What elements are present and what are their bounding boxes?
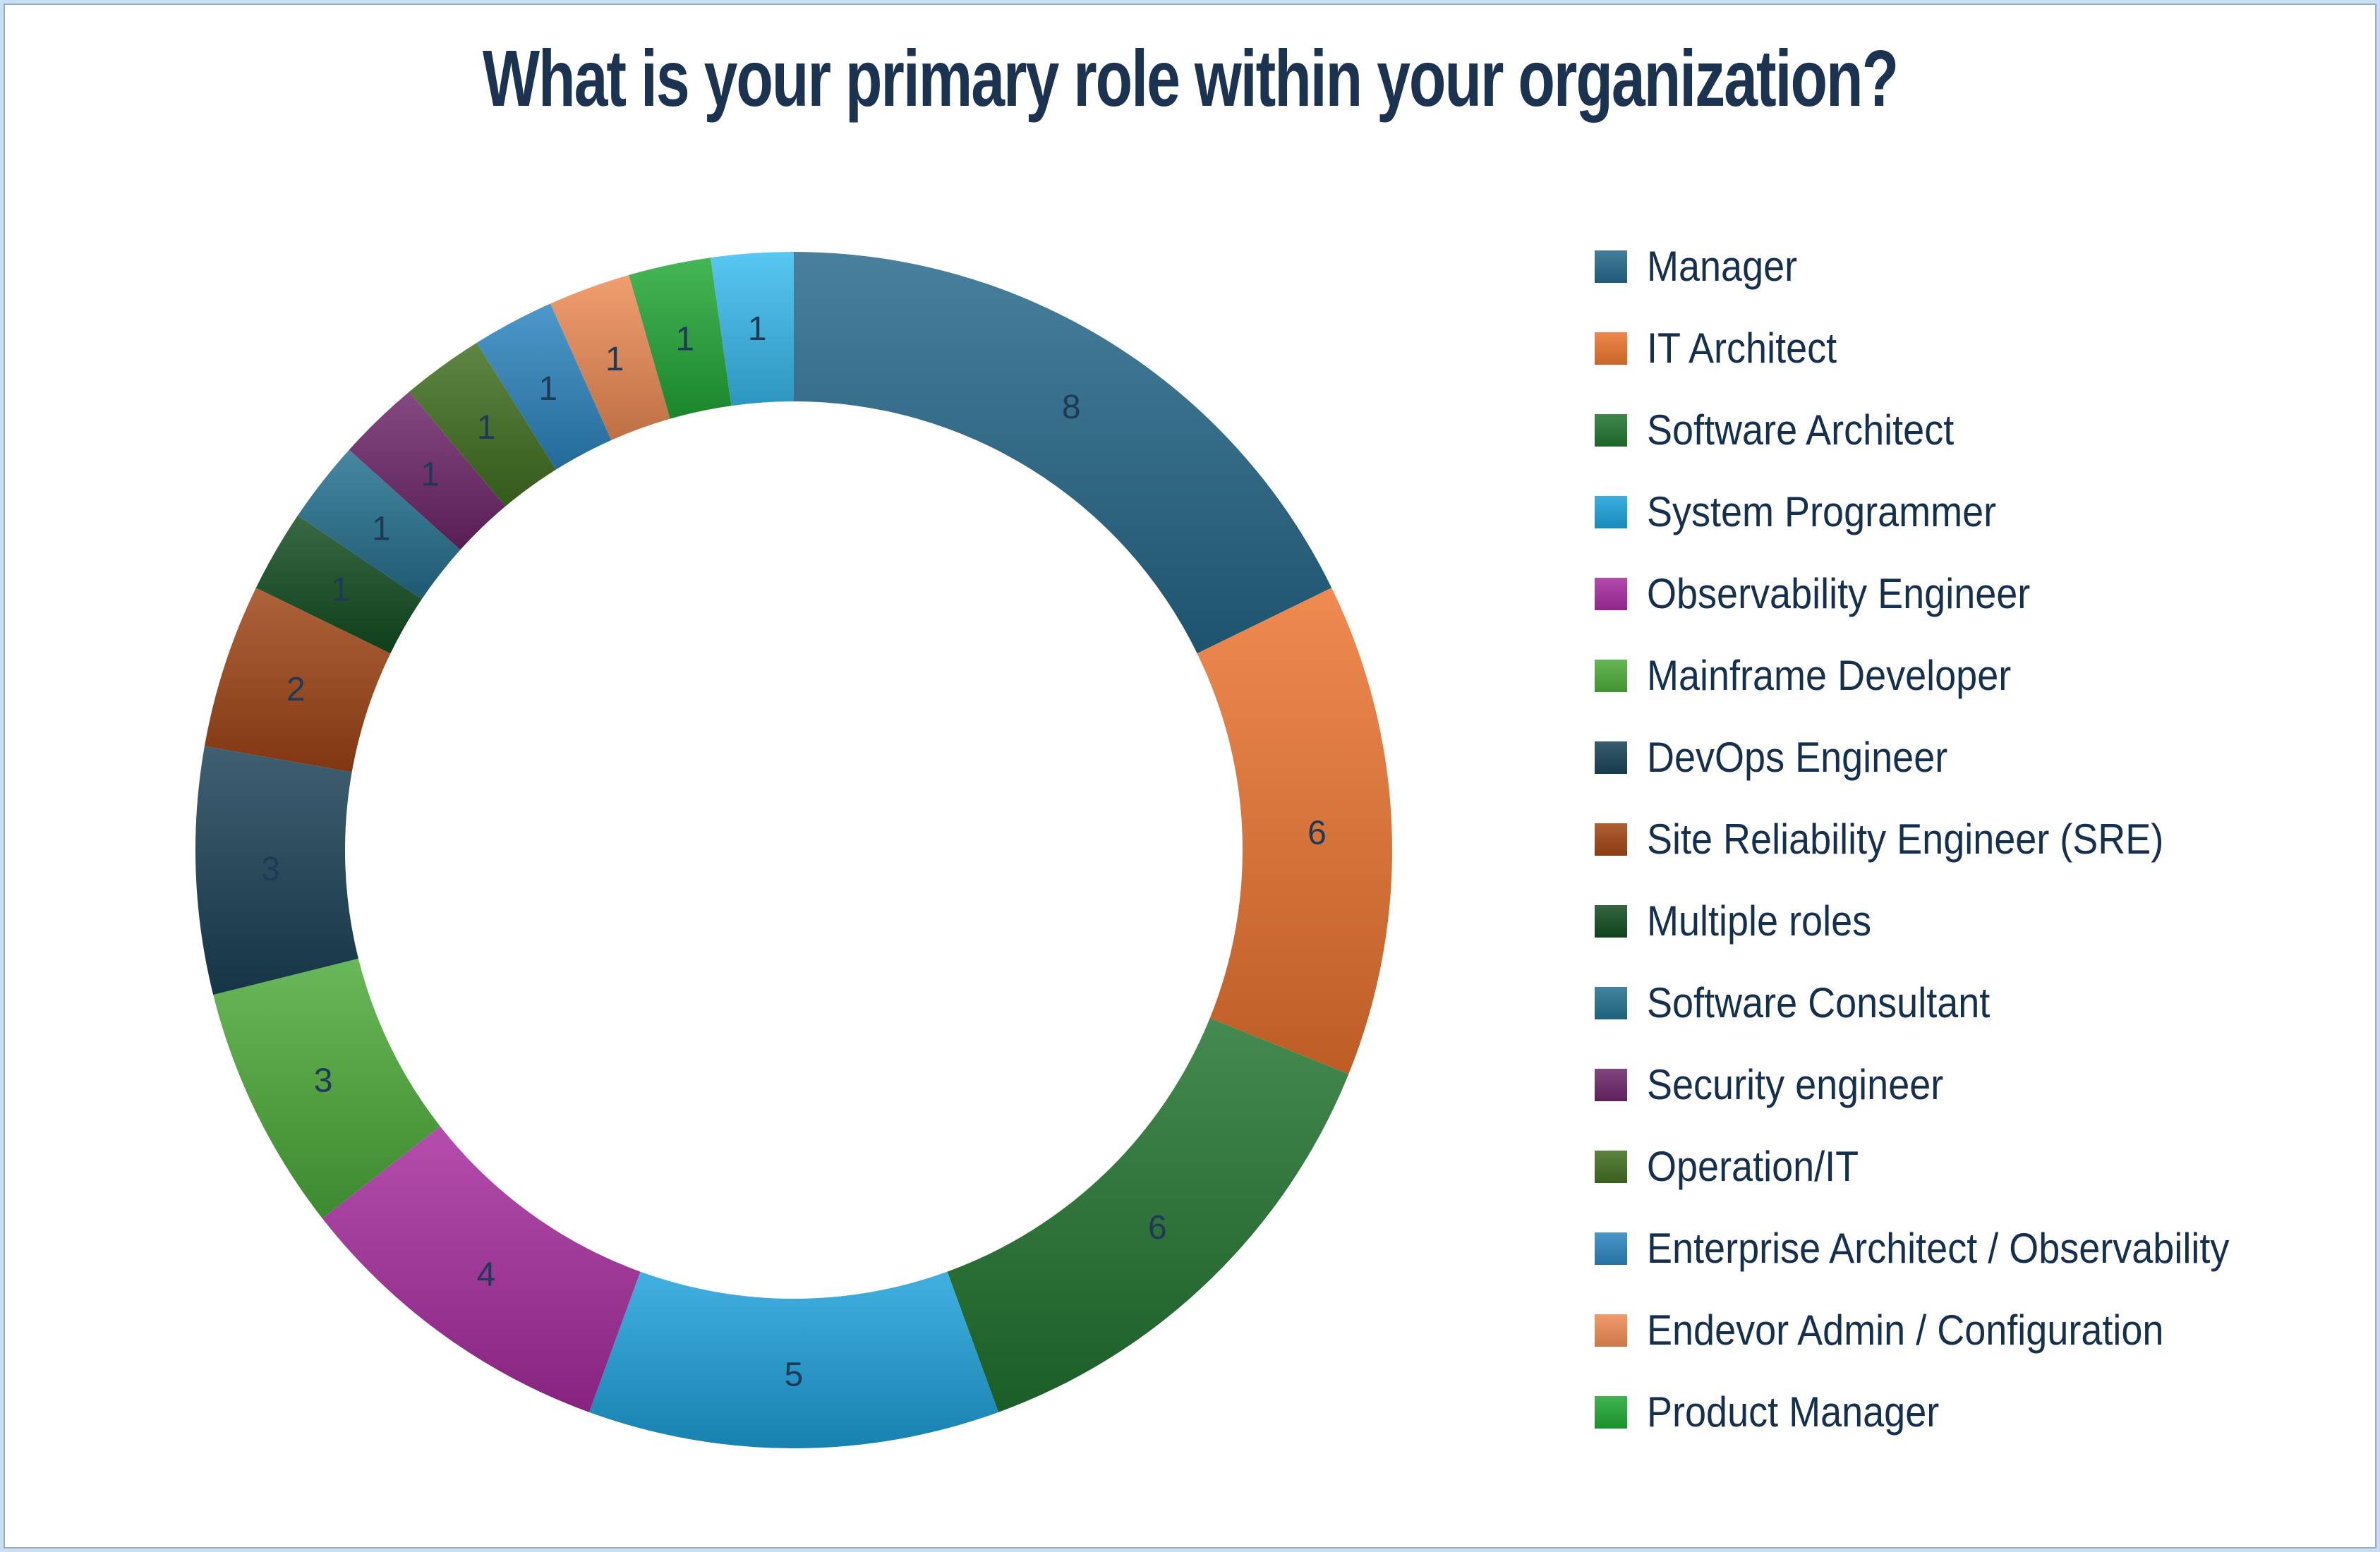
legend-item-product-manager: Product Manager bbox=[1595, 1371, 2229, 1453]
legend-label: Operation/IT bbox=[1647, 1143, 1859, 1191]
pie-slice-software-architect bbox=[947, 1018, 1349, 1412]
pie-slice-observability-engineer bbox=[322, 1126, 641, 1412]
slice-value-label: 1 bbox=[748, 310, 767, 348]
pie-slice-enterprise-architect-observability bbox=[476, 303, 612, 470]
legend-item-software-architect: Software Architect bbox=[1595, 389, 2229, 471]
legend-label: Site Reliability Engineer (SRE) bbox=[1647, 816, 2164, 863]
legend-swatch bbox=[1595, 987, 1627, 1019]
legend-label: IT Architect bbox=[1647, 325, 1837, 372]
legend-label: Observability Engineer bbox=[1647, 570, 2031, 618]
legend-label: Enterprise Architect / Observability bbox=[1647, 1225, 2230, 1273]
slice-value-label: 3 bbox=[314, 1062, 333, 1100]
pie-slice-system-programmer bbox=[588, 1271, 999, 1448]
legend: Manager IT Architect Software Architect Sys… bbox=[1595, 226, 2229, 1453]
legend-swatch bbox=[1595, 414, 1627, 447]
legend-item-software-consultant: Software Consultant bbox=[1595, 962, 2229, 1044]
slice-value-label: 4 bbox=[477, 1256, 496, 1294]
pie-slice-product-manager bbox=[629, 257, 732, 419]
slice-value-label: 1 bbox=[538, 370, 557, 408]
legend-swatch bbox=[1595, 1151, 1627, 1183]
legend-label: System Programmer bbox=[1647, 488, 1997, 536]
legend-item-it-architect: IT Architect bbox=[1595, 308, 2229, 389]
slice-value-label: 1 bbox=[372, 510, 391, 547]
legend-swatch bbox=[1595, 1314, 1627, 1347]
pie-slice-security-engineer bbox=[349, 392, 506, 550]
pie-slice-site-reliability-engineer-sre bbox=[204, 588, 391, 772]
legend-item-devops-engineer: DevOps Engineer bbox=[1595, 717, 2229, 799]
legend-label: Software Architect bbox=[1647, 406, 1955, 454]
legend-swatch bbox=[1595, 496, 1627, 528]
pie-slice-endevor-admin-configuration bbox=[550, 274, 670, 440]
chart-title: What is your primary role within your or… bbox=[482, 34, 1899, 124]
pie-slice-manager bbox=[794, 252, 1332, 654]
slice-value-label: 3 bbox=[261, 851, 280, 888]
pie-slice-operation-it bbox=[409, 342, 556, 507]
legend-item-observability-engineer: Observability Engineer bbox=[1595, 553, 2229, 635]
slice-value-label: 6 bbox=[1307, 814, 1327, 851]
legend-item-mainframe-developer: Mainframe Developer bbox=[1595, 635, 2229, 717]
slice-value-label: 1 bbox=[605, 341, 624, 378]
legend-item-operation-it: Operation/IT bbox=[1595, 1126, 2229, 1208]
pie-slice-devops-engineer bbox=[195, 746, 358, 995]
slice-value-label: 1 bbox=[477, 409, 496, 447]
pie-slice-multiple-roles bbox=[255, 515, 422, 654]
legend-label: Endevor Admin / Configuration bbox=[1647, 1307, 2164, 1354]
legend-swatch bbox=[1595, 741, 1627, 774]
legend-swatch bbox=[1595, 250, 1627, 283]
legend-swatch bbox=[1595, 1396, 1627, 1429]
pie-slice-it-architect bbox=[1197, 588, 1392, 1074]
legend-swatch bbox=[1595, 332, 1627, 365]
legend-item-security-engineer: Security engineer bbox=[1595, 1044, 2229, 1126]
legend-label: Security engineer bbox=[1647, 1061, 1944, 1109]
legend-label: Software Consultant bbox=[1647, 979, 1991, 1027]
legend-swatch bbox=[1595, 823, 1627, 856]
legend-label: Multiple roles bbox=[1647, 897, 1872, 945]
slice-value-label: 5 bbox=[785, 1356, 804, 1393]
legend-swatch bbox=[1595, 1232, 1627, 1265]
legend-item-manager: Manager bbox=[1595, 226, 2229, 308]
slice-value-label: 8 bbox=[1062, 389, 1081, 426]
legend-item-enterprise-architect-observability: Enterprise Architect / Observability bbox=[1595, 1208, 2229, 1290]
slice-value-label: 2 bbox=[286, 671, 306, 708]
pie-slice-unlabeled-16 bbox=[710, 252, 794, 406]
legend-item-multiple-roles: Multiple roles bbox=[1595, 880, 2229, 962]
legend-swatch bbox=[1595, 1069, 1627, 1101]
legend-item-site-reliability-engineer-sre: Site Reliability Engineer (SRE) bbox=[1595, 799, 2229, 880]
legend-swatch bbox=[1595, 578, 1627, 610]
legend-item-endevor-admin-configuration: Endevor Admin / Configuration bbox=[1595, 1290, 2229, 1371]
slice-value-label: 6 bbox=[1148, 1209, 1167, 1247]
legend-label: Product Manager bbox=[1647, 1388, 1940, 1436]
slice-value-label: 1 bbox=[675, 320, 694, 358]
pie-slice-software-consultant bbox=[297, 449, 461, 600]
legend-swatch bbox=[1595, 905, 1627, 938]
legend-label: DevOps Engineer bbox=[1647, 734, 1948, 782]
slice-value-label: 1 bbox=[421, 456, 440, 493]
legend-swatch bbox=[1595, 660, 1627, 692]
pie-slice-mainframe-developer bbox=[213, 958, 440, 1219]
legend-label: Manager bbox=[1647, 243, 1798, 291]
legend-label: Mainframe Developer bbox=[1647, 652, 2012, 700]
slice-value-label: 1 bbox=[331, 571, 350, 608]
legend-item-system-programmer: System Programmer bbox=[1595, 471, 2229, 553]
